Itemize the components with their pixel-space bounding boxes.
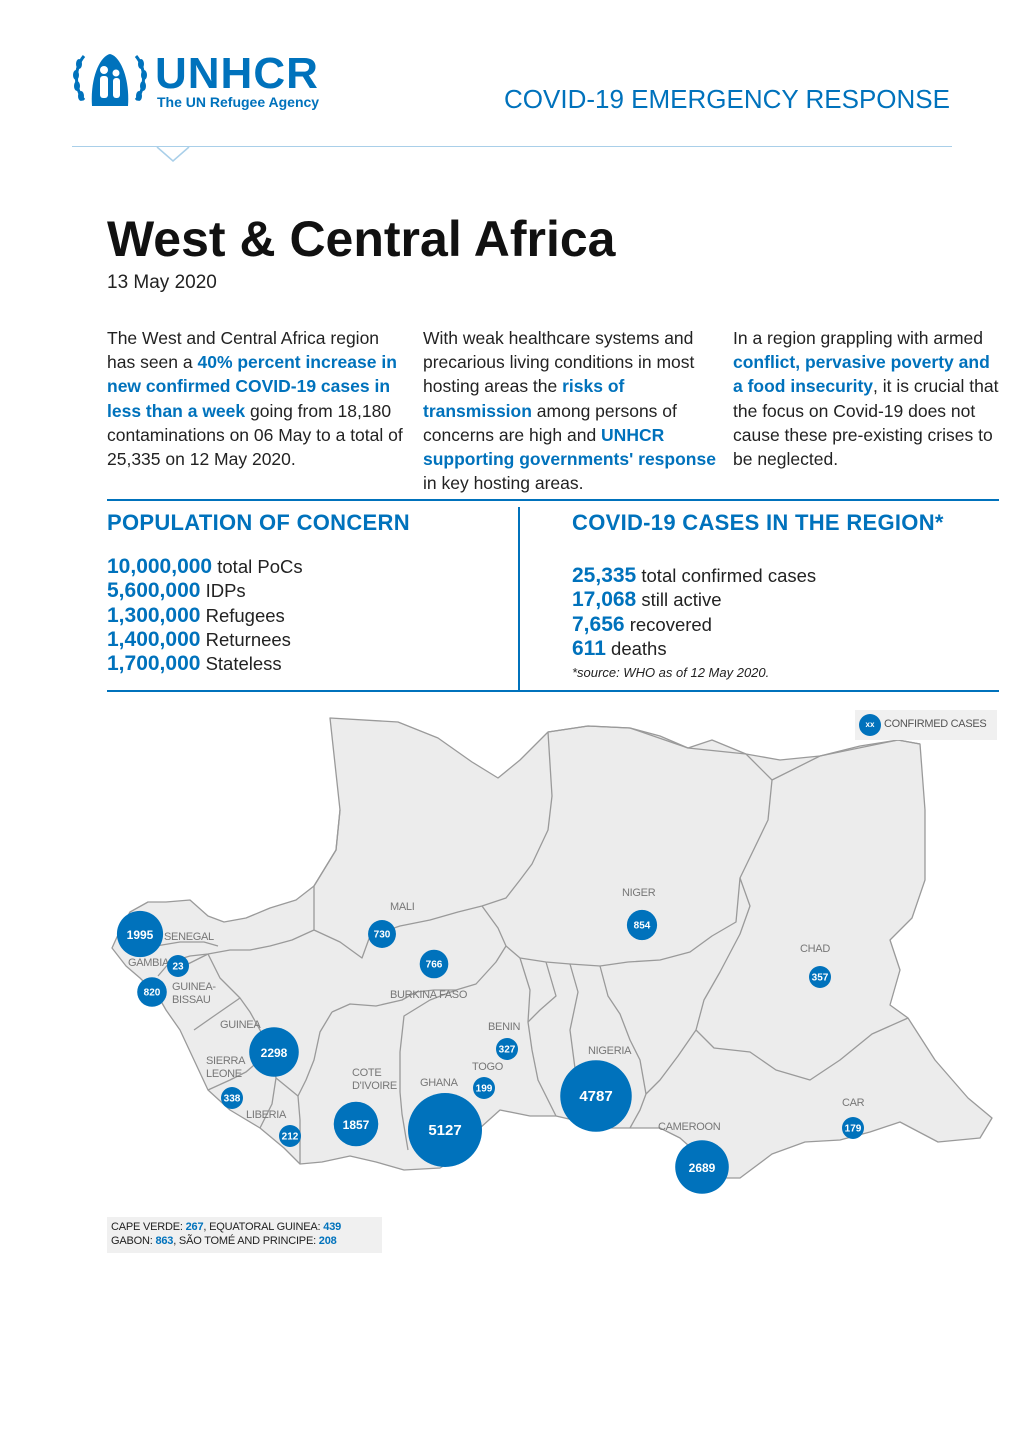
country-label-benin: BENIN bbox=[488, 1021, 520, 1033]
legend-label: CONFIRMED CASES bbox=[884, 718, 987, 730]
country-label-burkina-faso: BURKINA FASO bbox=[390, 989, 468, 1001]
stat-row: 611 deaths bbox=[572, 636, 667, 660]
section-bottom-rule bbox=[107, 690, 999, 692]
country-label-sierra-leone: SIERRA LEONE bbox=[206, 1055, 246, 1080]
case-count-burkina-faso: 766 bbox=[426, 960, 443, 971]
country-label-liberia: LIBERIA bbox=[246, 1109, 287, 1121]
section-top-rule bbox=[107, 499, 999, 501]
stat-row: 1,700,000 Stateless bbox=[107, 652, 282, 676]
case-bubble-mali: 730 bbox=[368, 920, 396, 948]
footnote-line-1: CAPE VERDE: 267, EQUATORAL GUINEA: 439 bbox=[111, 1221, 342, 1233]
case-count-mali: 730 bbox=[374, 930, 391, 941]
unhcr-emblem-icon bbox=[70, 48, 150, 110]
country-label-guinea-bissau: GUINEA-BISSAU bbox=[172, 981, 216, 1006]
header-divider bbox=[72, 146, 952, 147]
population-stats: 10,000,000 total PoCs 5,600,000 IDPs 1,3… bbox=[107, 555, 303, 676]
stat-row: 17,068 still active bbox=[572, 588, 722, 612]
region-map: SENEGAL GAMBIA GUINEA-BISSAU GUINEA SIERRA LE… bbox=[100, 700, 1000, 1205]
case-count-guinea: 2298 bbox=[261, 1046, 288, 1060]
case-count-chad: 357 bbox=[812, 973, 829, 984]
case-bubble-ghana: 5127 bbox=[408, 1093, 482, 1167]
country-label-senegal: SENEGAL bbox=[164, 931, 214, 943]
case-count-liberia: 212 bbox=[282, 1132, 299, 1143]
chevron-down-icon bbox=[156, 146, 190, 167]
case-bubble-guinea: 2298 bbox=[249, 1027, 299, 1077]
country-label-nigeria: NIGERIA bbox=[588, 1045, 632, 1057]
country-label-gambia: GAMBIA bbox=[128, 957, 170, 969]
case-bubble-guinea-bissau: 820 bbox=[137, 977, 167, 1007]
cases-stats: 25,335 total confirmed cases 17,068 stil… bbox=[572, 564, 816, 661]
case-count-cameroon: 2689 bbox=[689, 1161, 716, 1175]
source-note: *source: WHO as of 12 May 2020. bbox=[572, 665, 770, 680]
case-count-senegal: 1995 bbox=[127, 928, 154, 942]
case-count-togo: 199 bbox=[476, 1084, 493, 1095]
map-footnote: CAPE VERDE: 267, EQUATORAL GUINEA: 439 G… bbox=[107, 1217, 382, 1253]
country-label-niger: NIGER bbox=[622, 887, 656, 899]
map-legend: xx CONFIRMED CASES bbox=[855, 710, 997, 740]
country-label-cameroon: CAMEROON bbox=[658, 1121, 721, 1133]
country-label-mali: MALI bbox=[390, 901, 415, 913]
stat-row: 1,300,000 Refugees bbox=[107, 603, 285, 627]
case-bubble-chad: 357 bbox=[809, 966, 831, 988]
case-bubble-benin: 327 bbox=[496, 1038, 518, 1060]
stat-row: 10,000,000 total PoCs bbox=[107, 555, 303, 578]
country-label-cote-d-ivoire: COTE D'IVOIRE bbox=[352, 1067, 397, 1092]
stat-row: 25,335 total confirmed cases bbox=[572, 564, 817, 587]
case-bubble-senegal: 1995 bbox=[116, 910, 164, 958]
intro-column-1: The West and Central Africa region has s… bbox=[107, 328, 403, 470]
country-label-car: CAR bbox=[842, 1097, 865, 1109]
country-label-guinea: GUINEA bbox=[220, 1019, 261, 1031]
highlight-text: conflict, pervasive poverty and a food i… bbox=[733, 352, 990, 397]
highlight-text: UNHCR supporting governments' response bbox=[423, 424, 716, 470]
case-count-cote-d-ivoire: 1857 bbox=[343, 1118, 370, 1132]
case-count-benin: 327 bbox=[499, 1045, 516, 1056]
case-bubble-car: 179 bbox=[842, 1117, 864, 1139]
case-bubble-gambia: 23 bbox=[167, 955, 189, 977]
country-label-togo: TOGO bbox=[472, 1061, 504, 1073]
case-bubble-burkina-faso: 766 bbox=[419, 949, 449, 979]
population-heading: POPULATION OF CONCERN bbox=[107, 510, 410, 535]
case-count-gambia: 23 bbox=[172, 962, 184, 973]
report-date: 13 May 2020 bbox=[107, 272, 217, 293]
case-bubble-cote-d-ivoire: 1857 bbox=[333, 1101, 379, 1147]
logo-wordmark: UNHCR bbox=[155, 49, 319, 98]
legend-bubble-icon: xx bbox=[859, 714, 881, 736]
case-count-nigeria: 4787 bbox=[579, 1088, 612, 1105]
case-count-ghana: 5127 bbox=[428, 1122, 461, 1139]
logo-subtitle: The UN Refugee Agency bbox=[157, 94, 320, 110]
intro-column-3: In a region grappling with armed conflic… bbox=[733, 328, 999, 470]
country-label-ghana: GHANA bbox=[420, 1077, 459, 1089]
case-count-car: 179 bbox=[845, 1124, 862, 1135]
stat-row: 7,656 recovered bbox=[572, 612, 712, 636]
highlight-text: risks of transmission bbox=[423, 376, 625, 421]
case-count-niger: 854 bbox=[634, 921, 651, 932]
country-label-chad: CHAD bbox=[800, 943, 830, 955]
highlight-text: 40% percent increase in new confirmed CO… bbox=[107, 352, 397, 421]
case-count-sierra-leone: 338 bbox=[224, 1094, 241, 1105]
case-bubble-togo: 199 bbox=[473, 1077, 495, 1099]
case-bubble-nigeria: 4787 bbox=[560, 1060, 632, 1132]
report-series-title: COVID-19 EMERGENCY RESPONSE bbox=[504, 84, 950, 114]
section-divider bbox=[518, 507, 520, 691]
cases-heading: COVID-19 CASES IN THE REGION* bbox=[572, 510, 944, 535]
case-count-guinea-bissau: 820 bbox=[144, 988, 161, 999]
case-bubble-niger: 854 bbox=[626, 909, 658, 941]
case-bubble-cameroon: 2689 bbox=[675, 1140, 729, 1194]
footnote-line-2: GABON: 863, SÃO TOMÉ AND PRINCIPE: 208 bbox=[111, 1235, 337, 1247]
case-bubble-sierra-leone: 338 bbox=[221, 1087, 243, 1109]
stat-row: 5,600,000 IDPs bbox=[107, 579, 246, 603]
stat-row: 1,400,000 Returnees bbox=[107, 627, 291, 651]
case-bubble-liberia: 212 bbox=[279, 1125, 301, 1147]
intro-column-2: With weak healthcare systems and precari… bbox=[423, 328, 716, 494]
page-title: West & Central Africa bbox=[107, 211, 616, 267]
